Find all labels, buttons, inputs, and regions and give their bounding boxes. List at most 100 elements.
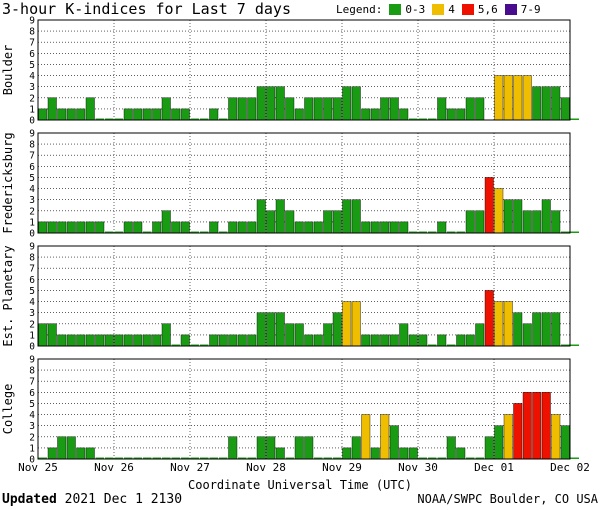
panel-college-bar (361, 414, 371, 460)
panel-college-bar (266, 436, 276, 460)
panel-college-bar (428, 457, 437, 459)
panel-college-bar (247, 457, 256, 459)
x-tick-label: Nov 29 (322, 461, 362, 474)
panel-college-bar (560, 425, 570, 460)
panel-boulder-bar (494, 75, 504, 121)
panel-college-bar (389, 425, 399, 460)
panel-est-planetary-bar (247, 334, 257, 347)
panel-boulder-bar (541, 86, 551, 121)
panel-college-bar (484, 436, 494, 460)
panel-boulder-bar (76, 108, 86, 121)
panel-est-planetary-bar (342, 301, 352, 347)
panel-est-planetary-bar (66, 334, 76, 347)
panel-est-planetary-bar (561, 344, 570, 346)
panel-college-bar (570, 457, 579, 459)
panel-fredericksburg-ytick: 8 (29, 140, 35, 151)
panel-est-planetary-ytick: 6 (29, 275, 35, 286)
x-tick-label: Nov 26 (94, 461, 134, 474)
panel-boulder-bar (456, 108, 466, 121)
panel-college-bar (294, 436, 304, 460)
panel-fredericksburg-bar (180, 221, 190, 234)
panel-college-bar (333, 457, 342, 459)
legend-swatch-5-6 (461, 4, 474, 15)
panel-fredericksburg-bar (484, 177, 494, 234)
panel-fredericksburg-bar (66, 221, 76, 234)
panel-est-planetary-bar (437, 334, 447, 347)
panel-est-planetary-bar (95, 334, 105, 347)
panel-boulder-bar (304, 97, 314, 121)
panel-est-planetary-bar (408, 334, 418, 347)
panel-college-bar (162, 457, 171, 459)
panel-fredericksburg-bar (294, 221, 304, 234)
panel-fredericksburg-ytick: 0 (29, 229, 35, 240)
panel-boulder-bar (171, 108, 181, 121)
panel-boulder-bar (228, 97, 238, 121)
panel-est-planetary-bar (332, 312, 342, 347)
panel-boulder-bar (285, 97, 295, 121)
panel-fredericksburg-bar (313, 221, 323, 234)
panel-fredericksburg-bar (38, 221, 48, 234)
panel-boulder-ytick: 1 (29, 104, 35, 115)
panel-college-bar (513, 403, 523, 460)
panel-fredericksburg-bar (561, 231, 570, 233)
panel-est-planetary-ytick: 5 (29, 286, 35, 297)
panel-college-bar (437, 457, 446, 459)
legend-swatch-0-3 (389, 4, 402, 15)
panel-college-bar (57, 436, 67, 460)
panel-college-bar (66, 436, 76, 460)
panel-boulder-bar (219, 118, 228, 120)
panel-boulder-label: Boulder (1, 45, 15, 96)
panel-est-planetary-bar (380, 334, 390, 347)
panel-college-bar (418, 457, 427, 459)
panel-est-planetary-bar (428, 344, 437, 346)
panel-est-planetary-bar (475, 323, 485, 347)
x-tick-label: Nov 30 (398, 461, 438, 474)
panel-fredericksburg-bar (522, 210, 532, 234)
panel-boulder-bar (123, 108, 133, 121)
panel-boulder-frame (37, 19, 571, 121)
credit-text: NOAA/SWPC Boulder, CO USA (417, 492, 598, 506)
panel-boulder-bar (85, 97, 95, 121)
panel-fredericksburg-bar (85, 221, 95, 234)
panel-boulder-ytick: 3 (29, 82, 35, 93)
panel-est-planetary-ytick: 1 (29, 330, 35, 341)
panel-est-planetary-bar (418, 334, 428, 347)
panel-fredericksburg-ytick: 5 (29, 173, 35, 184)
panel-est-planetary-bar (114, 334, 124, 347)
panel-fredericksburg-bar (123, 221, 133, 234)
panel-est-planetary-bar (494, 301, 504, 347)
panel-est-planetary-bar (237, 334, 247, 347)
panel-college-ytick: 0 (29, 455, 35, 466)
panel-boulder-ytick: 0 (29, 116, 35, 127)
panel-boulder-bar (361, 108, 371, 121)
panel-est-planetary-bar (256, 312, 266, 347)
legend-item-7-9: 7-9 (520, 3, 541, 16)
panel-boulder-ytick: 7 (29, 38, 35, 49)
panel-fredericksburg-bar (228, 221, 238, 234)
panel-boulder-bar (532, 86, 542, 121)
panel-college-bar (532, 392, 542, 460)
panel-boulder-bar (389, 97, 399, 121)
panel-est-planetary-ytick: 9 (29, 242, 35, 253)
panel-boulder-ytick: 4 (29, 71, 35, 82)
panel-boulder-bar (190, 118, 199, 120)
legend-swatch-4 (432, 4, 445, 15)
panel-college-bar (209, 457, 218, 459)
panel-boulder-bar (323, 97, 333, 121)
panel-college-bar (342, 447, 352, 460)
panel-boulder-bar (503, 75, 513, 121)
panel-college-bar (304, 436, 314, 460)
panel-est-planetary-bar (370, 334, 380, 347)
panel-college-ytick: 3 (29, 421, 35, 432)
panel-college-bar (551, 414, 561, 460)
panel-college-bar (275, 447, 285, 460)
panel-college-bar (370, 447, 380, 460)
panel-est-planetary-bar (513, 312, 523, 347)
panel-college-bar (219, 457, 228, 459)
panel-est-planetary-bar (503, 301, 513, 347)
panel-boulder-ytick: 8 (29, 27, 35, 38)
panel-college-bar (38, 457, 47, 459)
panel-boulder-bar (237, 97, 247, 121)
panel-college-bar (171, 457, 180, 459)
legend-item-0-3: 0-3 (405, 3, 426, 16)
